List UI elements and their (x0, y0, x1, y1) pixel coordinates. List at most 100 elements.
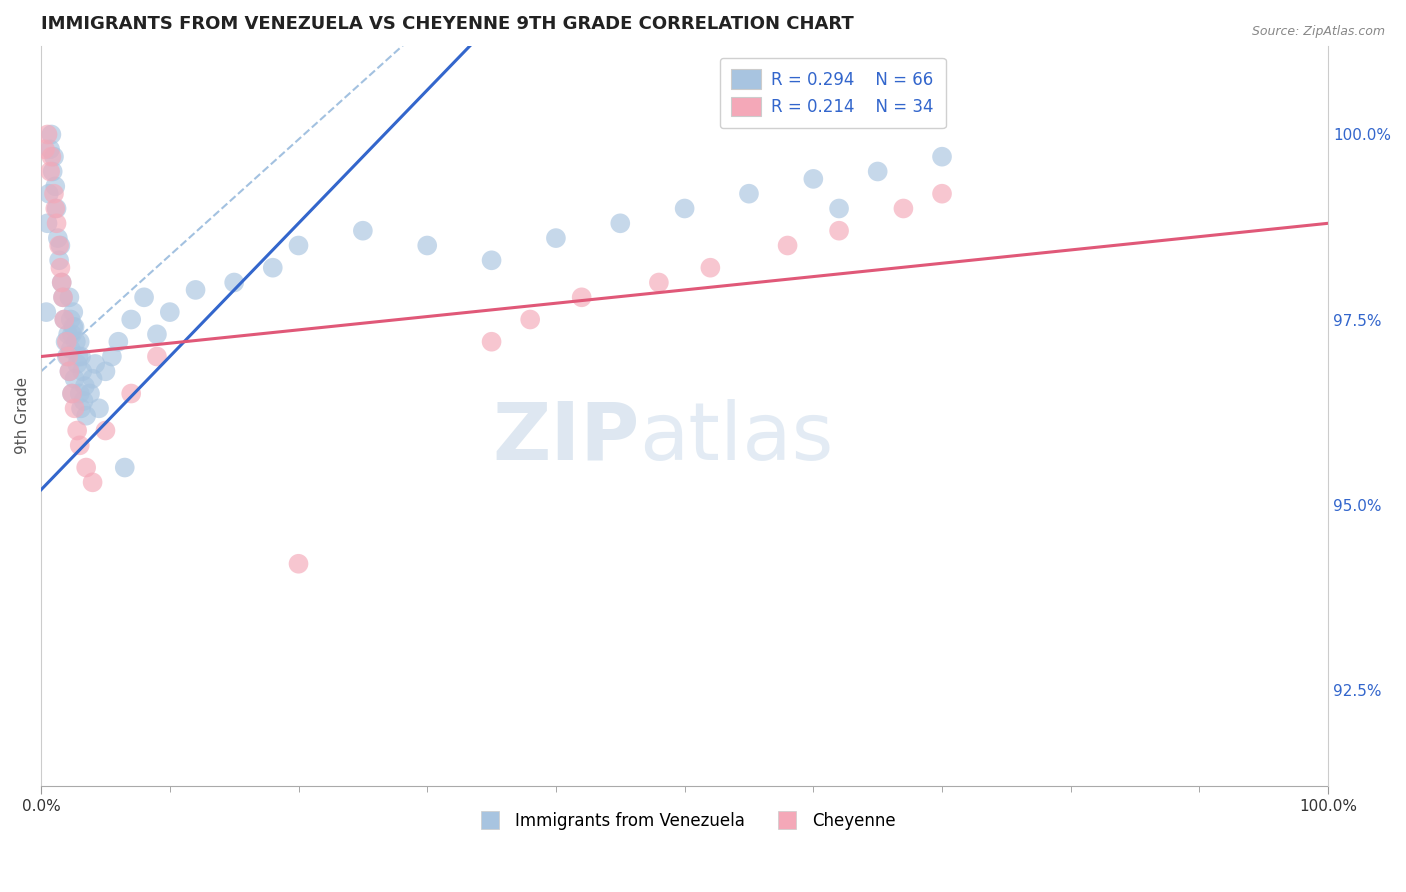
Point (79, 386, 101, 401)
Point (287, 557, 309, 571)
Point (65, 334, 87, 349)
Point (287, 238, 309, 252)
Point (58, 364, 80, 378)
Point (82, 372, 104, 386)
Point (48, 253, 70, 268)
Point (60, 386, 83, 401)
Point (60, 327, 83, 342)
Point (94, 424, 117, 438)
Point (53, 312, 76, 326)
Point (41, 128, 63, 142)
Point (56, 350, 79, 364)
Point (69, 438, 91, 452)
Point (828, 224, 851, 238)
Point (571, 290, 593, 304)
Point (48, 238, 70, 252)
Point (114, 460, 136, 475)
Point (37, 128, 59, 142)
Point (481, 334, 503, 349)
Point (55, 334, 77, 349)
Point (69, 334, 91, 349)
Point (52, 290, 75, 304)
Point (699, 260, 721, 275)
Point (39, 164, 62, 178)
Point (58, 364, 80, 378)
Point (184, 283, 207, 297)
Point (70, 401, 93, 416)
Point (776, 238, 799, 252)
Point (75, 460, 97, 475)
Point (66, 357, 89, 371)
Point (42, 186, 65, 201)
Point (673, 202, 696, 216)
Point (44, 202, 66, 216)
Point (72, 393, 94, 408)
Point (59, 312, 82, 326)
Text: atlas: atlas (640, 399, 834, 477)
Point (63, 401, 86, 416)
Point (107, 334, 129, 349)
Point (56, 327, 79, 342)
Point (56, 334, 79, 349)
Point (58, 290, 80, 304)
Point (609, 216, 631, 230)
Point (45, 202, 67, 216)
Point (481, 253, 503, 268)
Text: IMMIGRANTS FROM VENEZUELA VS CHEYENNE 9TH GRADE CORRELATION CHART: IMMIGRANTS FROM VENEZUELA VS CHEYENNE 9T… (41, 15, 853, 33)
Point (45, 216, 67, 230)
Point (34, 142, 56, 156)
Point (544, 231, 567, 245)
Point (146, 350, 169, 364)
Point (931, 150, 953, 164)
Point (262, 260, 284, 275)
Point (73, 379, 96, 393)
Point (49, 260, 72, 275)
Point (120, 386, 142, 401)
Point (35, 305, 58, 319)
Point (648, 276, 671, 290)
Point (46, 231, 69, 245)
Point (59, 342, 82, 356)
Text: Source: ZipAtlas.com: Source: ZipAtlas.com (1251, 25, 1385, 38)
Point (60, 386, 83, 401)
Point (352, 224, 374, 238)
Point (62, 319, 84, 334)
Point (56, 350, 79, 364)
Point (120, 312, 142, 326)
Point (62, 305, 84, 319)
Point (66, 424, 89, 438)
Point (146, 327, 169, 342)
Point (931, 186, 953, 201)
Text: ZIP: ZIP (492, 399, 640, 477)
Point (51, 276, 73, 290)
Point (224, 276, 246, 290)
Point (52, 290, 75, 304)
Point (42, 150, 65, 164)
Point (70, 350, 93, 364)
Point (84, 357, 107, 371)
Point (44, 179, 66, 194)
Point (101, 350, 124, 364)
Point (63, 372, 86, 386)
Point (39, 142, 62, 156)
Point (41, 164, 63, 178)
Point (51, 276, 73, 290)
Y-axis label: 9th Grade: 9th Grade (15, 377, 30, 454)
Legend: Immigrants from Venezuela, Cheyenne: Immigrants from Venezuela, Cheyenne (467, 805, 903, 837)
Point (69, 386, 91, 401)
Point (75, 409, 97, 423)
Point (159, 305, 181, 319)
Point (893, 202, 915, 216)
Point (63, 319, 86, 334)
Point (828, 202, 851, 216)
Point (67, 350, 90, 364)
Point (37, 216, 59, 230)
Point (38, 186, 60, 201)
Point (801, 172, 824, 186)
Point (866, 164, 889, 178)
Point (53, 312, 76, 326)
Point (82, 475, 104, 490)
Point (94, 364, 117, 378)
Point (41, 150, 63, 164)
Point (738, 186, 761, 201)
